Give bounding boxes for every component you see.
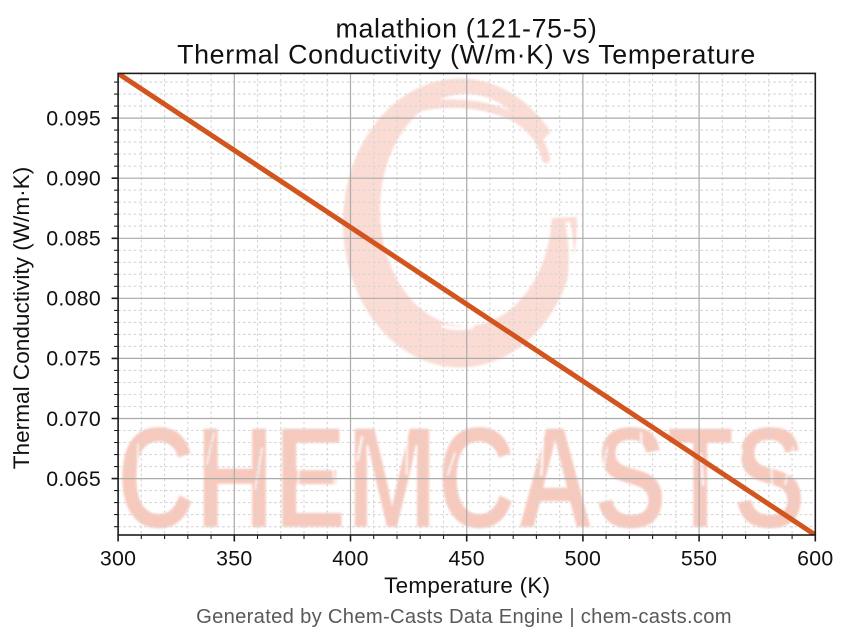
- svg-text:550: 550: [681, 547, 717, 571]
- svg-text:0.065: 0.065: [46, 467, 101, 491]
- svg-text:0.090: 0.090: [46, 167, 101, 191]
- svg-text:0.070: 0.070: [46, 407, 101, 431]
- svg-text:0.075: 0.075: [46, 347, 101, 371]
- svg-text:500: 500: [565, 547, 601, 571]
- svg-text:Thermal Conductivity (W/m·K) v: Thermal Conductivity (W/m·K) vs Temperat…: [177, 40, 756, 70]
- svg-text:Thermal Conductivity (W/m·K): Thermal Conductivity (W/m·K): [9, 167, 34, 470]
- svg-text:600: 600: [797, 547, 833, 571]
- svg-text:0.085: 0.085: [46, 227, 101, 251]
- svg-text:Generated by Chem-Casts Data E: Generated by Chem-Casts Data Engine | ch…: [196, 606, 732, 628]
- svg-text:350: 350: [216, 547, 252, 571]
- svg-text:400: 400: [332, 547, 368, 571]
- svg-text:0.095: 0.095: [46, 106, 101, 130]
- svg-text:300: 300: [100, 547, 136, 571]
- svg-text:Temperature (K): Temperature (K): [384, 573, 550, 598]
- svg-text:0.080: 0.080: [46, 287, 101, 311]
- svg-text:450: 450: [448, 547, 484, 571]
- svg-text:CHEMCASTS: CHEMCASTS: [117, 396, 806, 559]
- svg-text:malathion (121-75-5): malathion (121-75-5): [336, 14, 598, 44]
